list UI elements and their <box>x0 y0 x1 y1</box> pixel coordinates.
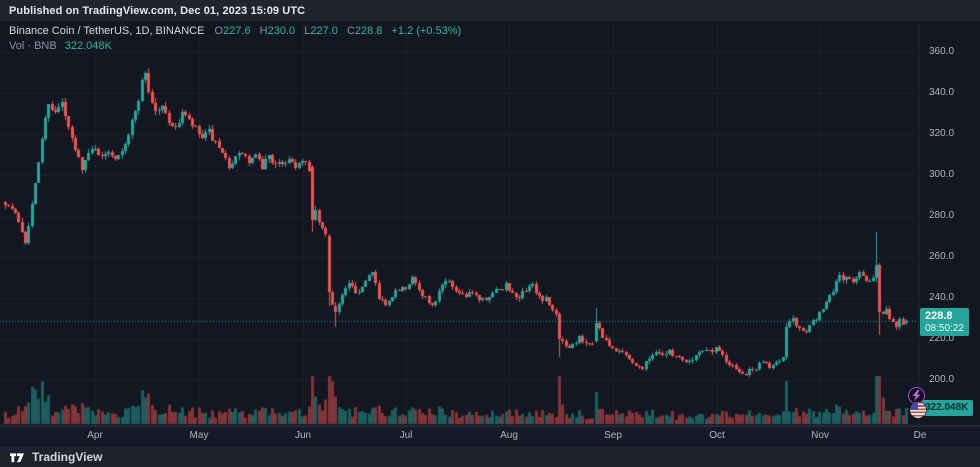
high-label: H <box>259 25 268 37</box>
price-tick-label: 340.0 <box>929 87 955 98</box>
price-tick-label: 260.0 <box>929 251 955 262</box>
close-label: C <box>346 25 355 37</box>
published-text: Published on TradingView.com, Dec 01, 20… <box>9 4 306 17</box>
symbol-legend-row[interactable]: Binance Coin / TetherUS, 1D, BINANCE O22… <box>9 24 461 39</box>
last-price-badge: 228.8 08:50:22 <box>920 308 969 336</box>
bar-countdown: 08:50:22 <box>925 323 964 334</box>
lightning-reaction-marker[interactable] <box>908 387 925 404</box>
time-tick-label: May <box>189 430 209 441</box>
volume-value-badge: 322.048K <box>920 400 974 416</box>
volume-value: 322.048K <box>64 40 112 52</box>
time-tick-label: Apr <box>87 430 103 441</box>
published-bar: Published on TradingView.com, Dec 01, 20… <box>0 0 980 21</box>
open-value: 227.6 <box>223 25 251 37</box>
volume-label: Vol · BNB <box>9 40 57 52</box>
price-tick-label: 220.0 <box>929 333 955 344</box>
high-value: 230.0 <box>267 25 296 37</box>
chart-legend[interactable]: Binance Coin / TetherUS, 1D, BINANCE O22… <box>9 24 461 54</box>
tradingview-logo-icon[interactable] <box>9 451 26 464</box>
last-price-value: 228.8 <box>925 310 953 322</box>
price-tick-label: 240.0 <box>929 292 955 303</box>
time-tick-label: Aug <box>500 430 518 441</box>
low-label: L <box>304 25 311 37</box>
footer-brand-text[interactable]: TradingView <box>32 450 103 464</box>
us-flag-icon[interactable] <box>910 402 926 418</box>
time-tick-label: Sep <box>604 430 622 441</box>
open-label: O <box>214 25 224 37</box>
price-tick-label: 360.0 <box>929 46 955 57</box>
time-tick-label: Oct <box>709 430 725 441</box>
symbol-title: Binance Coin / TetherUS, 1D, BINANCE <box>9 25 205 37</box>
volume-badge-value: 322.048K <box>925 402 969 413</box>
footer-bar: TradingView <box>0 447 980 467</box>
price-tick-label: 200.0 <box>929 374 955 385</box>
lightning-bolt-icon <box>912 390 921 401</box>
time-tick-label: De <box>913 430 927 441</box>
time-tick-label: Jul <box>399 430 413 441</box>
change-value: +1.2 (+0.53%) <box>391 25 462 37</box>
time-axis-strip[interactable] <box>0 426 980 448</box>
low-value: 227.0 <box>310 25 338 37</box>
time-tick-label: Nov <box>811 430 829 441</box>
price-tick-label: 320.0 <box>929 128 955 139</box>
volume-legend-row[interactable]: Vol · BNB 322.048K <box>9 39 461 54</box>
price-tick-label: 300.0 <box>929 169 955 180</box>
close-value: 228.8 <box>354 25 383 37</box>
price-tick-label: 280.0 <box>929 210 955 221</box>
time-tick-label: Jun <box>294 430 312 441</box>
